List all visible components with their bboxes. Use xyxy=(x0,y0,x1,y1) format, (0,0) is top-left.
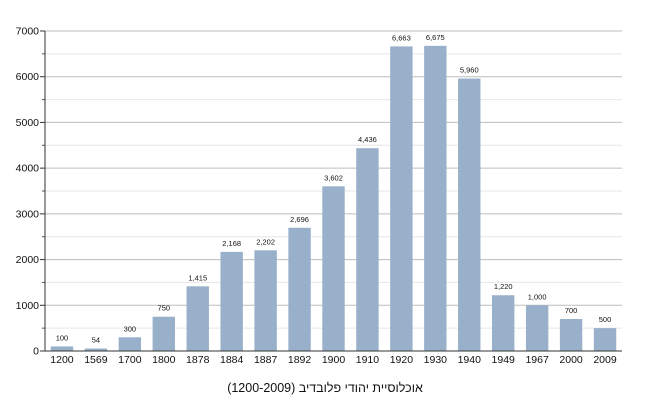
x-tick-label: 1800 xyxy=(152,354,176,366)
y-tick-label: 1000 xyxy=(16,300,40,312)
x-tick-label: 1878 xyxy=(186,354,210,366)
data-label: 1,415 xyxy=(188,273,207,282)
x-tick-label: 1569 xyxy=(84,354,108,366)
data-label: 750 xyxy=(158,304,171,313)
x-tick-label: 2000 xyxy=(559,354,583,366)
bar xyxy=(559,319,583,351)
chart-caption: אוכלוסיית יהודי פלובדיב (1200-2009) xyxy=(227,381,423,395)
bar xyxy=(118,337,142,351)
bar xyxy=(492,295,515,351)
data-label: 4,436 xyxy=(358,135,377,144)
data-label: 1,220 xyxy=(494,282,513,291)
x-tick-label: 1910 xyxy=(356,354,380,366)
y-tick-label: 0 xyxy=(33,346,39,358)
data-label: 3,602 xyxy=(324,173,343,182)
data-label: 500 xyxy=(599,315,612,324)
x-tick-label: 2009 xyxy=(593,354,617,366)
bar-chart: 0 1000 2000 3000 4000 5000 6000 7000 100 1200 54 15… xyxy=(16,26,622,366)
bar xyxy=(220,251,243,351)
bar xyxy=(84,348,108,351)
x-tick-label: 1920 xyxy=(390,354,414,366)
data-label: 6,663 xyxy=(392,33,411,42)
x-tick-label: 1900 xyxy=(322,354,346,366)
y-tick-label: 5000 xyxy=(16,117,40,129)
bar xyxy=(254,250,277,351)
data-label: 300 xyxy=(124,324,137,333)
y-tick-label: 3000 xyxy=(16,208,40,220)
bar xyxy=(50,346,74,351)
y-tick-label: 7000 xyxy=(16,26,40,38)
data-label: 2,168 xyxy=(222,239,241,248)
data-label: 2,202 xyxy=(256,237,275,246)
x-tick-label: 1887 xyxy=(254,354,278,366)
x-tick-label: 1884 xyxy=(220,354,244,366)
bar xyxy=(458,78,481,352)
bar xyxy=(186,286,209,351)
data-label: 100 xyxy=(56,333,69,342)
y-tick-label: 4000 xyxy=(16,163,40,175)
data-label: 5,960 xyxy=(460,66,479,75)
x-tick-label: 1967 xyxy=(525,354,549,366)
x-tick-label: 1949 xyxy=(492,354,516,366)
bar xyxy=(424,45,447,351)
x-tick-label: 1700 xyxy=(118,354,142,366)
x-tick-label: 1930 xyxy=(424,354,448,366)
data-label: 54 xyxy=(92,336,100,345)
bar xyxy=(152,316,175,351)
bar xyxy=(322,186,345,351)
x-tick-label: 1200 xyxy=(50,354,74,366)
bar xyxy=(525,305,549,351)
data-label: 1,000 xyxy=(528,292,547,301)
bar xyxy=(288,227,311,351)
bar xyxy=(356,148,379,351)
x-tick-label: 1892 xyxy=(288,354,312,366)
y-tick-label: 6000 xyxy=(16,71,40,83)
data-label: 700 xyxy=(565,306,578,315)
x-tick-label: 1940 xyxy=(458,354,482,366)
y-tick-label: 2000 xyxy=(16,254,40,266)
data-label: 2,696 xyxy=(290,215,309,224)
bar xyxy=(390,46,413,352)
bar xyxy=(593,328,617,351)
data-label: 6,675 xyxy=(426,33,445,42)
